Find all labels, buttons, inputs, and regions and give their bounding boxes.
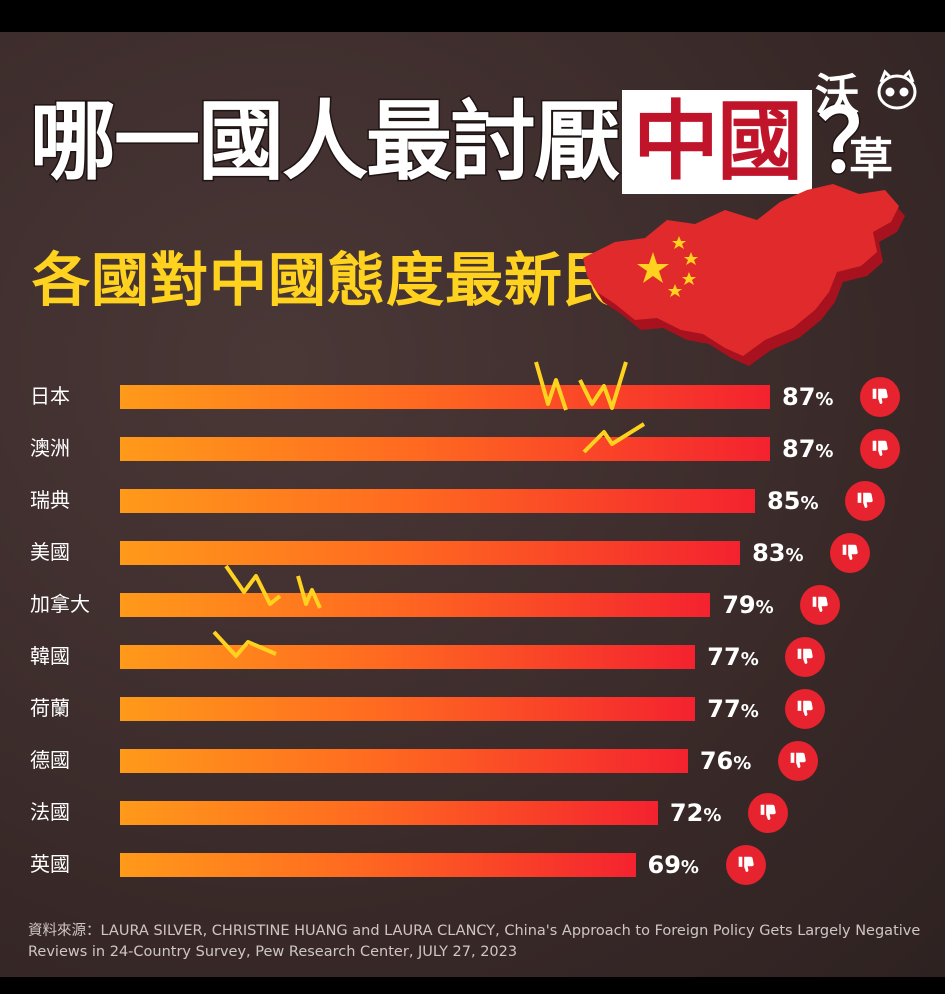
thumbs-down-icon xyxy=(785,637,826,677)
bar xyxy=(120,593,711,617)
title-main: 哪一國人最討厭 xyxy=(29,92,622,192)
bar xyxy=(120,853,636,877)
category-label: 韓國 xyxy=(30,644,70,668)
subtitle: 各國對中國態度最新民調 xyxy=(32,246,682,314)
thumbs-down-icon xyxy=(800,585,841,625)
source-note: 資料來源：LAURA SILVER, CHRISTINE HUANG and L… xyxy=(28,923,921,961)
title-highlight: 中國 xyxy=(633,92,803,192)
category-label: 德國 xyxy=(30,748,70,772)
thumbs-down-icon xyxy=(860,429,900,469)
category-label: 瑞典 xyxy=(30,488,70,512)
value-label: 77% xyxy=(707,643,759,671)
value-label: 87% xyxy=(782,435,834,463)
value-label: 87% xyxy=(782,383,834,411)
bar xyxy=(120,489,756,513)
value-label: 77% xyxy=(707,695,759,723)
bar xyxy=(120,697,696,721)
value-label: 85% xyxy=(767,487,819,515)
logo-text-bottom: 草 xyxy=(849,134,893,182)
value-label: 83% xyxy=(752,539,804,567)
category-label: 英國 xyxy=(30,852,70,876)
logo: 沃 草 xyxy=(815,69,917,182)
bar xyxy=(120,541,741,565)
bar xyxy=(120,437,770,461)
value-label: 76% xyxy=(699,747,752,775)
category-label: 美國 xyxy=(30,540,70,564)
category-label: 法國 xyxy=(30,800,70,824)
bar xyxy=(120,749,688,773)
bar xyxy=(120,645,696,669)
thumbs-down-icon xyxy=(785,689,826,729)
title-question-mark: ？ xyxy=(817,92,906,192)
bar xyxy=(120,385,770,409)
thumbs-down-icon xyxy=(777,741,818,781)
category-label: 加拿大 xyxy=(30,592,90,616)
title-highlight-box: 中國 xyxy=(622,90,812,194)
thumbs-down-icon xyxy=(860,377,900,417)
logo-raccoon-icon xyxy=(877,69,917,110)
thumbs-down-icon xyxy=(747,793,788,833)
page-title: 哪一國人最討厭 中國 ？ xyxy=(29,62,906,222)
value-label: 79% xyxy=(722,591,774,619)
category-label: 荷蘭 xyxy=(30,696,70,720)
value-label: 72% xyxy=(669,799,722,827)
category-label: 澳洲 xyxy=(30,436,70,460)
bar xyxy=(120,801,658,825)
value-label: 69% xyxy=(647,851,699,879)
thumbs-down-icon xyxy=(725,845,766,885)
logo-text-top: 沃 xyxy=(815,70,859,121)
china-flag-map-icon xyxy=(583,184,905,366)
thumbs-down-icon xyxy=(830,533,871,573)
category-label: 日本 xyxy=(30,384,70,408)
thumbs-down-icon xyxy=(845,481,886,521)
